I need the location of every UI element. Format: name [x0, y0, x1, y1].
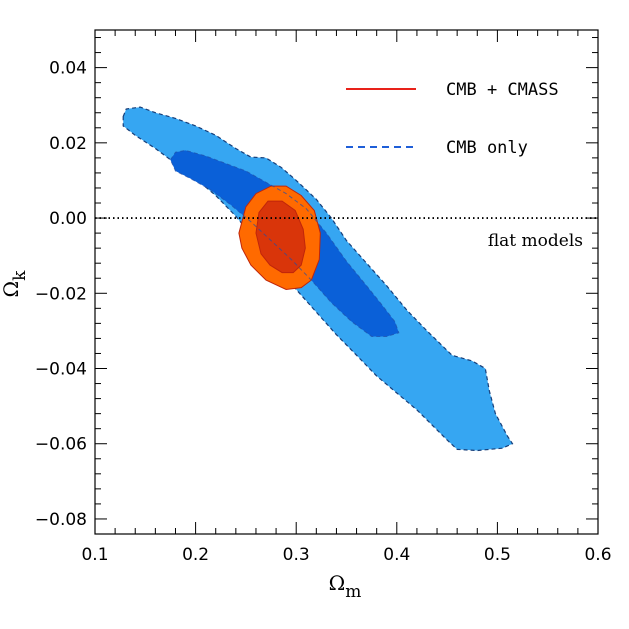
y-tick-label: 0.00	[49, 209, 87, 229]
legend-label-cmb-only: CMB only	[446, 138, 528, 158]
y-tick-label: 0.02	[49, 134, 87, 154]
cmb-only-outer-outline	[122, 106, 514, 452]
cmb-cmass-inner-contour	[256, 201, 306, 273]
plot-frame	[94, 29, 599, 535]
plot-border	[94, 29, 599, 535]
contour-regions	[122, 106, 514, 452]
cmb-cmass-outer-outline	[238, 185, 321, 291]
x-tick-label: 0.3	[283, 545, 310, 565]
x-tick-label: 0.1	[81, 545, 108, 565]
x-tick-label: 0.2	[182, 545, 209, 565]
x-tick-label: 0.6	[584, 545, 611, 565]
y-tick-label: −0.02	[35, 284, 87, 304]
x-tick-label: 0.4	[383, 545, 410, 565]
axis-ticks	[94, 30, 599, 535]
y-axis-title: Ωk	[0, 270, 30, 298]
flat-models-label: flat models	[488, 231, 583, 251]
x-axis-title: Ωm	[329, 571, 362, 602]
x-tick-label: 0.5	[484, 545, 511, 565]
cmb-cmass-inner-outline	[255, 200, 306, 274]
y-tick-label: −0.08	[35, 510, 87, 530]
y-tick-label: −0.06	[35, 435, 87, 455]
legend: CMB + CMASS CMB only	[346, 80, 559, 158]
reference-line-group: flat models	[95, 217, 598, 251]
y-tick-label: −0.04	[35, 360, 87, 380]
axis-titles: Ωm Ωk	[0, 270, 361, 602]
y-tick-label: 0.04	[49, 59, 87, 79]
legend-label-cmb-cmass: CMB + CMASS	[446, 80, 559, 100]
cmb-only-inner-outline	[169, 149, 400, 337]
tick-labels: 0.1 0.2 0.3 0.4 0.5 0.6 −0.08 −0.06 −0.04 −0.02 0.…	[35, 59, 612, 565]
